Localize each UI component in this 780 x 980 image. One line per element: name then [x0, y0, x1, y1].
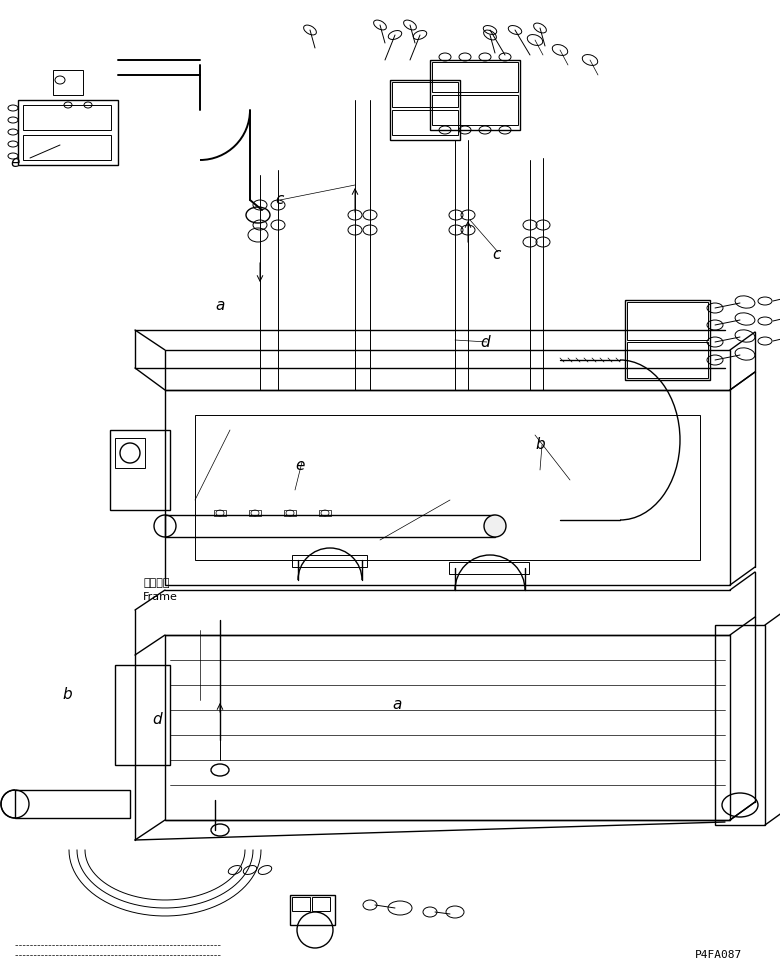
Bar	[165, 350, 730, 390]
Ellipse shape	[484, 515, 506, 537]
Bar	[627, 302, 708, 340]
Bar	[312, 897, 330, 911]
Bar	[110, 430, 170, 510]
Text: フレーム: フレーム	[143, 578, 169, 588]
Bar	[715, 625, 765, 825]
Bar	[115, 438, 145, 468]
Text: b: b	[62, 687, 72, 702]
Text: a: a	[215, 298, 225, 313]
Bar	[18, 100, 118, 165]
Bar	[292, 897, 310, 911]
Text: e: e	[295, 458, 304, 473]
Bar	[319, 510, 331, 516]
Bar	[165, 515, 495, 537]
Bar	[23, 105, 111, 130]
Text: c: c	[275, 192, 283, 207]
Text: b: b	[535, 437, 544, 452]
Text: a: a	[392, 697, 402, 712]
Bar	[392, 110, 458, 135]
Bar	[195, 415, 700, 560]
Bar	[165, 390, 730, 585]
Bar	[115, 665, 170, 765]
Bar	[390, 80, 460, 140]
Bar	[23, 135, 111, 160]
Bar	[432, 62, 518, 92]
Bar	[249, 510, 261, 516]
Bar	[165, 635, 730, 820]
Bar	[15, 790, 130, 818]
Bar	[449, 562, 529, 574]
Bar	[627, 342, 708, 378]
Text: d: d	[480, 335, 490, 350]
Bar	[214, 510, 226, 516]
Text: Frame: Frame	[143, 592, 178, 602]
Bar	[430, 60, 520, 130]
Bar	[292, 555, 367, 567]
Text: e: e	[10, 155, 20, 170]
Bar	[392, 82, 458, 107]
Bar	[53, 70, 83, 95]
Bar	[290, 895, 335, 925]
Bar	[625, 300, 710, 380]
Text: d: d	[152, 712, 161, 727]
Bar	[432, 95, 518, 125]
Bar	[284, 510, 296, 516]
Text: c: c	[492, 247, 501, 262]
Text: P4FA087: P4FA087	[695, 950, 743, 960]
